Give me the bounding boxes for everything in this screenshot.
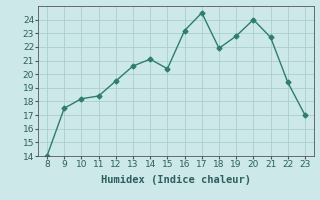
X-axis label: Humidex (Indice chaleur): Humidex (Indice chaleur) xyxy=(101,175,251,185)
